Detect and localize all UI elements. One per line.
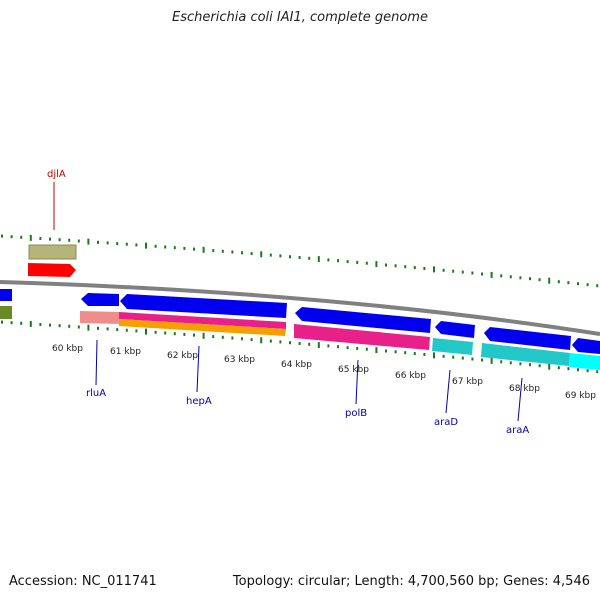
- gene-label-arad[interactable]: araD: [434, 417, 458, 428]
- ruler-label-68kbp: 68 kbp: [509, 384, 540, 394]
- cds-fragment-right[interactable]: [572, 338, 600, 354]
- ruler-label-64kbp: 64 kbp: [281, 360, 312, 370]
- ruler-label-67kbp: 67 kbp: [452, 377, 483, 387]
- gene-label-araa[interactable]: araA: [506, 425, 529, 436]
- map-title: Escherichia coli IAI1, complete genome: [172, 10, 428, 25]
- cog-block-arad[interactable]: [432, 338, 473, 355]
- cog-block-rlua[interactable]: [80, 311, 119, 324]
- cds-djla[interactable]: [28, 263, 76, 277]
- cds-hepa[interactable]: [120, 294, 287, 318]
- cds-arad[interactable]: [435, 321, 475, 338]
- ruler-label-65kbp: 65 kbp: [338, 365, 369, 375]
- ruler-label-61kbp: 61 kbp: [110, 347, 141, 357]
- callout-line-polb: [355, 359, 359, 405]
- callout-line-arad: [445, 369, 451, 414]
- ruler-label-62kbp: 62 kbp: [167, 351, 198, 361]
- callout-line-hepa: [196, 345, 200, 393]
- cog-block-araa[interactable]: [481, 343, 570, 366]
- cog-fragment-left[interactable]: [0, 306, 12, 319]
- cog-block-hepa-magenta[interactable]: [119, 312, 286, 329]
- cds-rlua[interactable]: [81, 293, 119, 306]
- gene-label-djla[interactable]: djlA: [47, 169, 66, 180]
- accession-label: Accession: NC_011741: [9, 574, 157, 589]
- callout-line-araa: [517, 377, 523, 422]
- cog-block-hepa-orange[interactable]: [119, 319, 286, 336]
- ruler-label-60kbp: 60 kbp: [52, 344, 83, 354]
- cog-block-djla[interactable]: [28, 244, 77, 260]
- cds-fragment-left[interactable]: [0, 289, 12, 301]
- lower-tick-ring: [1, 320, 599, 374]
- genome-backbone: [0, 280, 600, 336]
- gene-label-rlua[interactable]: rluA: [86, 388, 106, 399]
- gene-label-polb[interactable]: polB: [345, 408, 367, 419]
- cds-araa[interactable]: [484, 327, 571, 350]
- genome-summary: Topology: circular; Length: 4,700,560 bp…: [232, 574, 590, 589]
- callout-line-rlua: [95, 339, 98, 386]
- cog-block-right[interactable]: [569, 353, 600, 370]
- ruler-label-63kbp: 63 kbp: [224, 355, 255, 365]
- cog-block-polb[interactable]: [294, 324, 430, 350]
- cds-polb[interactable]: [295, 307, 431, 333]
- gene-label-hepa[interactable]: hepA: [186, 396, 212, 407]
- upper-tick-ring: [1, 234, 599, 288]
- ruler-label-69kbp: 69 kbp: [565, 391, 596, 401]
- kbp-ruler: 60 kbp 61 kbp 62 kbp 63 kbp 64 kbp 65 kb…: [52, 344, 596, 401]
- ruler-label-66kbp: 66 kbp: [395, 371, 426, 381]
- gene-callouts: [53, 182, 523, 422]
